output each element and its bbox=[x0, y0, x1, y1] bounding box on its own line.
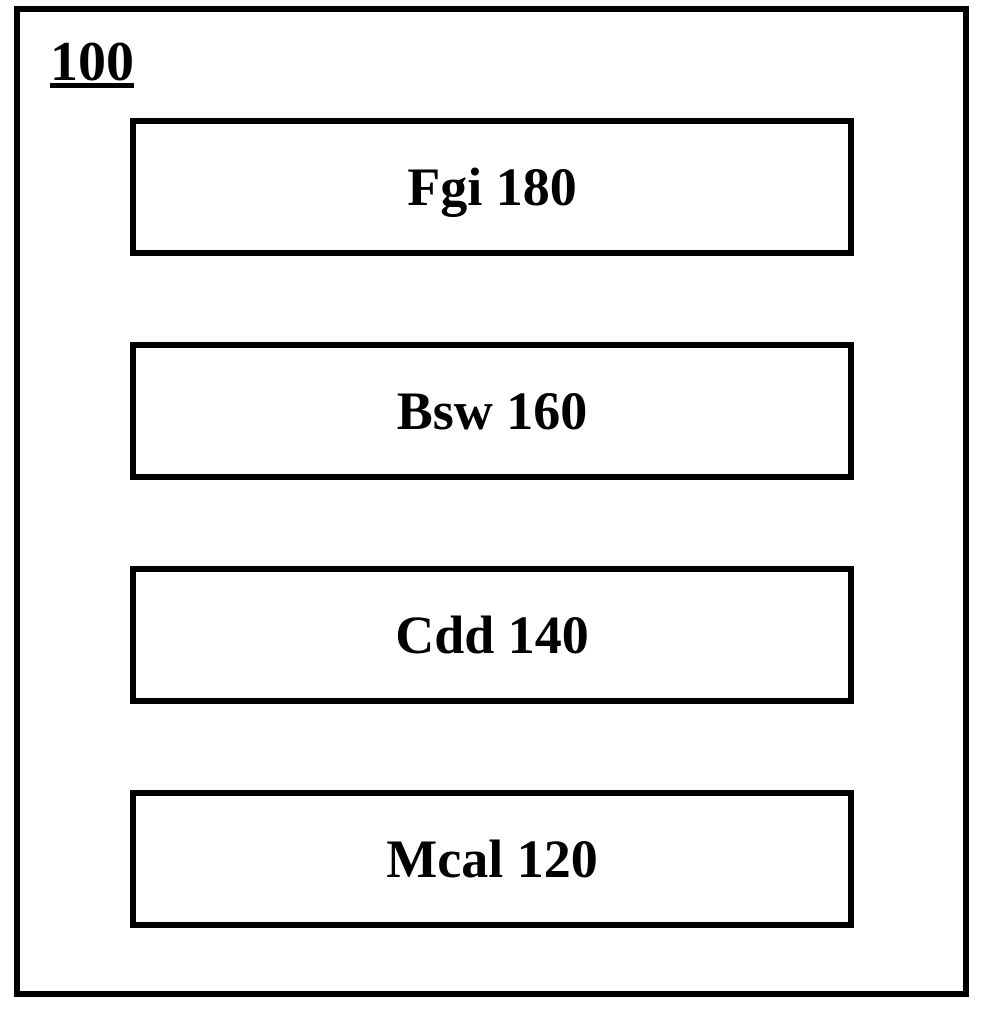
layer-box-mcal: Mcal 120 bbox=[130, 790, 854, 928]
layer-box-cdd-label: Cdd 140 bbox=[395, 604, 589, 666]
layer-box-cdd: Cdd 140 bbox=[130, 566, 854, 704]
layer-box-bsw: Bsw 160 bbox=[130, 342, 854, 480]
figure-number-label: 100 bbox=[50, 30, 134, 94]
layer-box-fgi-label: Fgi 180 bbox=[407, 156, 577, 218]
layer-box-mcal-label: Mcal 120 bbox=[386, 828, 597, 890]
layer-box-bsw-label: Bsw 160 bbox=[397, 380, 588, 442]
layer-box-fgi: Fgi 180 bbox=[130, 118, 854, 256]
